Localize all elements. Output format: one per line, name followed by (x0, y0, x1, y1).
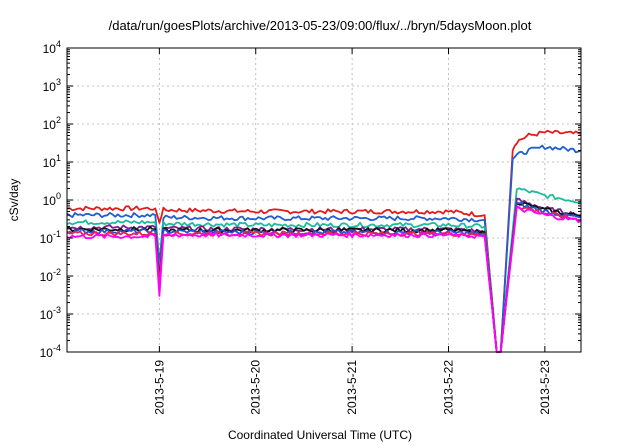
x-tick-label: 2013-5-20 (249, 360, 263, 415)
grid-layer (67, 48, 581, 352)
x-tick-label: 2013-5-19 (152, 360, 166, 415)
y-tick-label: 100 (43, 191, 61, 208)
x-axis-label: Coordinated Universal Time (UTC) (227, 428, 413, 442)
y-tick-label: 10-3 (40, 305, 61, 322)
x-tick-label: 2013-5-21 (345, 360, 359, 415)
x-tick-label: 2013-5-22 (441, 360, 455, 415)
series-layer (66, 129, 582, 353)
x-tick-label: 2013-5-23 (538, 360, 552, 415)
y-axis-label: cSv/day (7, 178, 21, 222)
y-tick-label: 10-2 (40, 267, 61, 284)
y-tick-label: 103 (43, 77, 61, 94)
y-tick-label: 102 (43, 115, 61, 132)
y-tick-label: 101 (43, 153, 61, 170)
axis-layer: 10-4 10-3 10-2 10-1 100 101 102 103 104 2013-5-19… (40, 39, 581, 415)
y-tick-label: 10-4 (40, 343, 61, 360)
y-tick-label: 104 (43, 39, 61, 56)
chart-title: /data/run/goesPlots/archive/2013-05-23/0… (108, 18, 532, 33)
y-tick-label: 10-1 (40, 229, 61, 246)
